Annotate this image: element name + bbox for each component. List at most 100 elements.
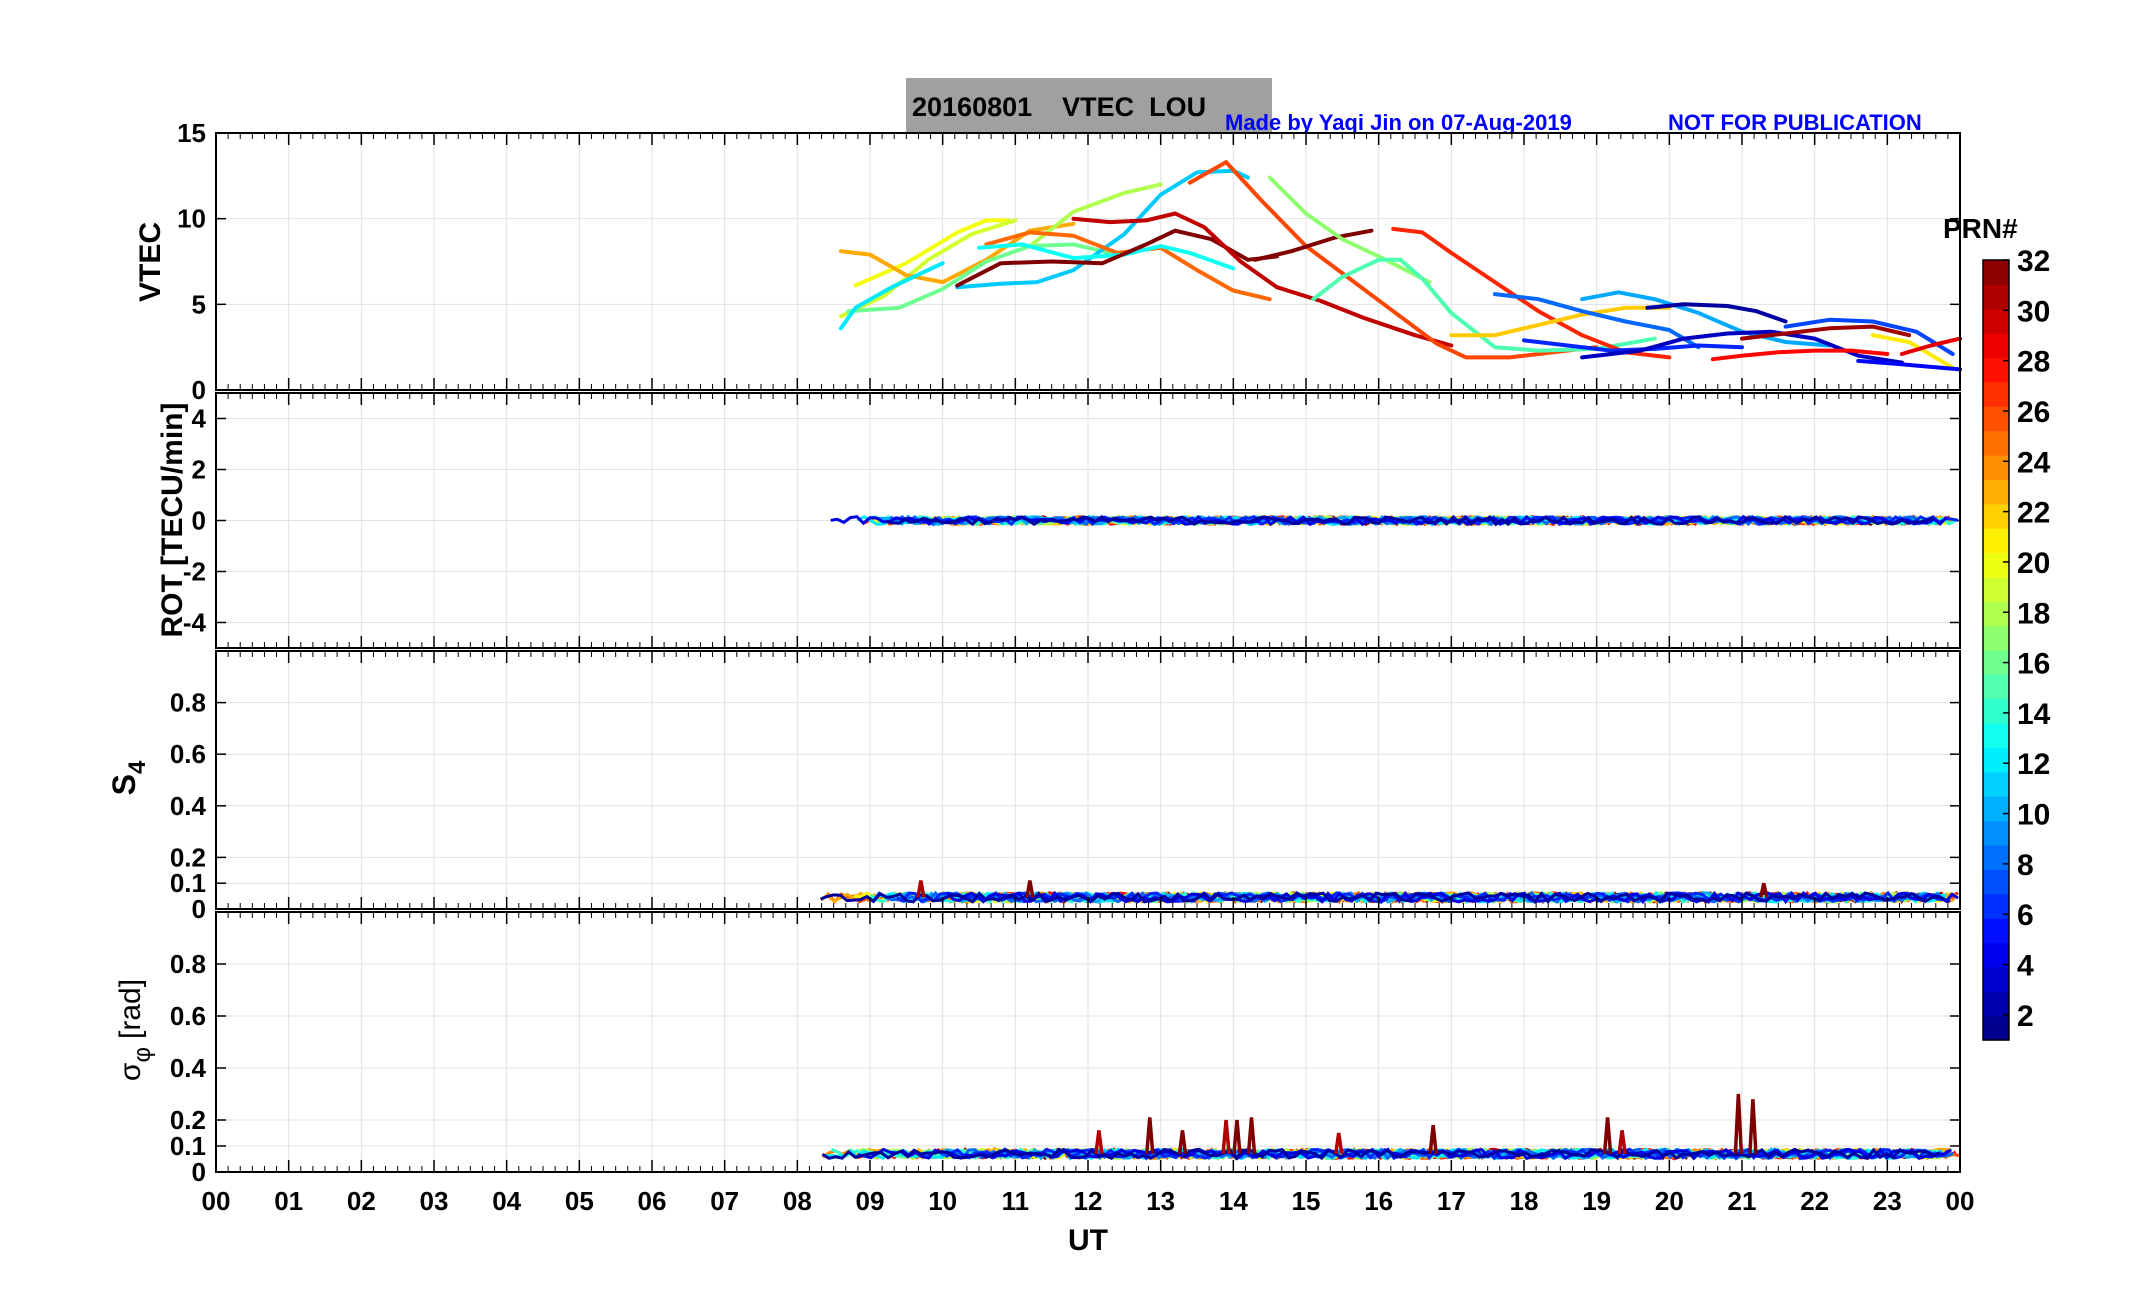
- axes-frame: [215, 132, 1961, 391]
- colorbar-tick-label: 6: [2017, 899, 2034, 932]
- colorbar-segment: [1983, 674, 2009, 700]
- y-tick-label: 0.4: [170, 791, 207, 821]
- y-tick-label: 10: [177, 204, 206, 234]
- spike-mark: [1177, 1130, 1188, 1155]
- x-tick-label: 06: [638, 1186, 667, 1216]
- series-line-prn-32: [1253, 228, 1374, 262]
- x-tick-label: 09: [856, 1186, 885, 1216]
- s4-panel: 00.10.2 0.4 0.6 0.8: [170, 650, 1961, 924]
- colorbar-segment: [1983, 747, 2009, 773]
- colorbar-segment: [1983, 845, 2009, 870]
- x-tick-label: 05: [565, 1186, 594, 1216]
- y-tick-label: 0.1: [170, 868, 206, 898]
- y-tick-label: 0.1: [170, 1131, 206, 1161]
- y-tick-label: 2: [192, 455, 206, 485]
- series-line-prn-29: [1899, 336, 1962, 356]
- x-tick-label: 16: [1364, 1186, 1393, 1216]
- colorbar-tick-label: 2: [2017, 1000, 2034, 1033]
- colorbar-tick-label: 20: [2017, 547, 2050, 580]
- colorbar-segment: [1983, 455, 2009, 480]
- series-line-prn-19: [838, 218, 1018, 319]
- spike-mark: [1759, 882, 1769, 898]
- sigma-ylabel-sub: φ: [129, 1047, 156, 1063]
- series-line-prn-3: [1580, 329, 1904, 365]
- series-line-prn-18: [1027, 182, 1163, 249]
- colorbar-segment: [1983, 284, 2009, 310]
- series-line-prn-22: [1449, 305, 1672, 338]
- s4-ylabel-main: S: [106, 774, 142, 795]
- series-line-prn-30: [1071, 211, 1454, 348]
- colorbar-segment: [1983, 308, 2009, 334]
- x-tick-label: 04: [492, 1186, 521, 1216]
- spike-mark: [1145, 1117, 1155, 1154]
- series-line-prn-28: [1710, 348, 1890, 362]
- colorbar-segment: [1983, 893, 2009, 919]
- colorbar-segment: [1983, 723, 2009, 749]
- vtec-panel: 0 5 10 15: [177, 118, 1962, 405]
- y-tick-label: 0.6: [170, 1001, 206, 1031]
- x-tick-label: 20: [1655, 1186, 1684, 1216]
- svg-text:σφ[rad]: σφ [rad]: [114, 979, 156, 1081]
- axes-frame: [215, 392, 1961, 649]
- spike-mark: [1733, 1093, 1744, 1154]
- colorbar-segment: [1983, 991, 2009, 1017]
- colorbar-tick-label: 24: [2017, 446, 2051, 479]
- spike-mark: [1221, 1119, 1231, 1154]
- s4-ylabel: S4: [106, 760, 151, 795]
- sigma-phi-panel: 00.10.2 0.4 0.6 0.8: [170, 911, 1961, 1187]
- rot-panel: -4 -2 0 2 4: [183, 392, 1961, 649]
- x-tick-label: 21: [1728, 1186, 1757, 1216]
- colorbar-segment: [1983, 796, 2009, 822]
- x-tick-label: 19: [1582, 1186, 1611, 1216]
- y-tick-label: 0: [192, 375, 206, 405]
- y-tick-label: 0: [192, 1157, 206, 1187]
- series-line-prn-31: [1740, 324, 1912, 341]
- series-line-prn-17: [1267, 175, 1432, 285]
- spike-mark: [1246, 1117, 1257, 1154]
- colorbar-segment: [1983, 820, 2009, 846]
- colorbar-segment: [1983, 869, 2009, 895]
- colorbar-segment: [1983, 625, 2009, 651]
- y-tick-label: 0.8: [170, 949, 206, 979]
- y-tick-label: 0: [192, 506, 206, 536]
- x-tick-label: 17: [1437, 1186, 1466, 1216]
- series-line-prn-21: [1870, 333, 1955, 370]
- x-tick-label: 01: [274, 1186, 303, 1216]
- spike-mark: [1602, 1117, 1613, 1154]
- series-line-prn-12: [838, 261, 945, 331]
- x-axis-label: UT: [1068, 1224, 1108, 1257]
- colorbar-tick-label: 16: [2017, 648, 2050, 681]
- colorbar-segment: [1983, 381, 2009, 407]
- colorbar-segment: [1983, 771, 2009, 797]
- y-tick-label: 0.2: [170, 1105, 206, 1135]
- x-tick-label: 23: [1873, 1186, 1902, 1216]
- series-line-prn-11: [955, 168, 1250, 290]
- x-tick-label: 07: [710, 1186, 739, 1216]
- spike-mark: [1025, 880, 1035, 898]
- series-line-prn-15: [1311, 257, 1657, 353]
- colorbar-segment: [1983, 430, 2009, 456]
- colorbar-tick-label: 10: [2017, 799, 2050, 832]
- y-tick-label: 15: [177, 118, 206, 148]
- series-trace-prn-8: [889, 514, 1934, 527]
- colorbar-segment: [1983, 966, 2009, 992]
- x-tick-label: 12: [1074, 1186, 1103, 1216]
- colorbar-frame: [1982, 259, 2010, 1041]
- colorbar-segment: [1983, 942, 2009, 968]
- y-tick-label: 4: [192, 404, 207, 434]
- x-tick-label: 08: [783, 1186, 812, 1216]
- sigma-ylabel: σφ [rad]: [114, 979, 156, 1081]
- axes-frame: [215, 650, 1961, 910]
- colorbar-segment: [1983, 503, 2009, 529]
- y-tick-label: 0.8: [170, 688, 206, 718]
- y-tick-label: 5: [192, 289, 206, 319]
- colorbar-tick-label: 28: [2017, 346, 2050, 379]
- colorbar-title: PRN#: [1943, 213, 2018, 244]
- series-trace-prn-2: [886, 514, 1934, 527]
- spike-mark: [1333, 1132, 1344, 1155]
- series-line-prn-10: [1580, 290, 1832, 348]
- x-tick-label: 11: [1002, 1186, 1030, 1216]
- y-tick-label: 0.6: [170, 739, 206, 769]
- sigma-ylabel-main: σ: [114, 1062, 147, 1081]
